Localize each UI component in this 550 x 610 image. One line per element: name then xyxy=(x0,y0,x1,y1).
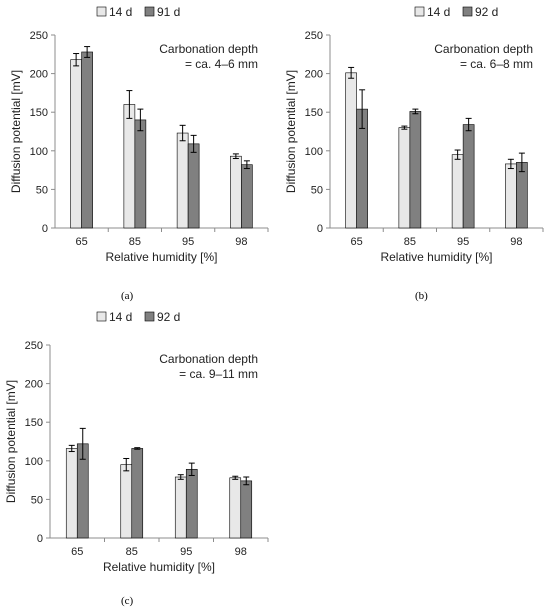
legend-label-2: 92 d xyxy=(475,5,498,19)
legend-swatch-1 xyxy=(96,311,107,322)
bar-95-1 xyxy=(174,476,187,539)
annotation-line-1: Carbonation depth xyxy=(434,42,533,56)
x-tick-label: 65 xyxy=(351,236,363,248)
y-tick-label: 0 xyxy=(317,223,323,235)
bar-98-1 xyxy=(230,155,242,229)
panel-label-c: (c) xyxy=(121,595,134,607)
x-tick-label: 95 xyxy=(457,236,469,248)
bar-85-1 xyxy=(398,127,411,229)
panel-label-b: (b) xyxy=(415,290,428,302)
y-tick-label: 200 xyxy=(30,69,48,81)
y-tick-label: 150 xyxy=(305,107,323,119)
bar-98-2 xyxy=(241,164,253,229)
y-tick-label: 50 xyxy=(36,184,48,196)
legend-swatch-1 xyxy=(96,6,107,17)
chart-c: 0 50 100 150 200 250 65 85 95 98 Relative humidity… xyxy=(4,310,269,574)
legend-label-2: 92 d xyxy=(157,310,180,324)
y-axis-title: Diffusion potential [mV] xyxy=(4,380,18,503)
y-axis-title: Diffusion potential [mV] xyxy=(284,70,298,193)
chart-panel-c: 0 50 100 150 200 250 65 85 95 98 Relative humidity… xyxy=(0,305,275,610)
x-tick-label: 85 xyxy=(126,546,138,558)
y-tick-label: 250 xyxy=(305,30,323,42)
y-tick-label: 50 xyxy=(31,494,43,506)
bar-98-2 xyxy=(240,480,253,539)
y-tick-label: 250 xyxy=(30,30,48,42)
x-tick-label: 98 xyxy=(510,236,522,248)
x-tick-label: 95 xyxy=(180,546,192,558)
bar-85-2 xyxy=(131,448,144,539)
bar-95-2 xyxy=(185,468,198,539)
y-axis-title: Diffusion potential [mV] xyxy=(9,70,23,193)
y-tick-label: 200 xyxy=(305,69,323,81)
x-axis-title: Relative humidity [%] xyxy=(105,250,217,264)
annotation-line-1: Carbonation depth xyxy=(159,352,258,366)
panel-label-a: (a) xyxy=(121,290,134,302)
y-tick-label: 100 xyxy=(25,456,43,468)
x-tick-label: 85 xyxy=(404,236,416,248)
bar-85-1 xyxy=(123,104,136,229)
legend-swatch-2 xyxy=(462,6,473,17)
bar-85-2 xyxy=(409,111,422,229)
bar-85-2 xyxy=(134,119,147,229)
y-tick-label: 150 xyxy=(30,107,48,119)
bar-65-2 xyxy=(81,51,93,229)
x-tick-label: 85 xyxy=(129,236,141,248)
bar-65-1 xyxy=(345,72,357,229)
annotation-line-1: Carbonation depth xyxy=(159,42,258,56)
x-tick-label: 65 xyxy=(76,236,88,248)
legend-label-2: 91 d xyxy=(157,5,180,19)
annotation-line-2: = ca. 6–8 mm xyxy=(460,57,533,71)
legend-swatch-1 xyxy=(414,6,425,17)
chart-a: 0 50 100 150 200 250 65 85 95 98 Relative humidity… xyxy=(9,5,269,264)
bar-95-2 xyxy=(187,143,200,229)
bar-98-1 xyxy=(229,477,242,539)
bar-95-2 xyxy=(462,124,475,229)
y-tick-label: 100 xyxy=(305,146,323,158)
chart-b: 0 50 100 150 200 250 65 85 95 98 Relative humidity… xyxy=(284,5,544,264)
x-axis-title: Relative humidity [%] xyxy=(380,250,492,264)
x-tick-label: 95 xyxy=(182,236,194,248)
x-tick-label: 98 xyxy=(235,546,247,558)
bar-98-1 xyxy=(505,163,517,229)
annotation-line-2: = ca. 4–6 mm xyxy=(185,57,258,71)
legend-label-1: 14 d xyxy=(109,310,132,324)
legend-swatch-2 xyxy=(144,6,155,17)
chart-panel-a: 0 50 100 150 200 250 65 85 95 98 Relative humidity… xyxy=(0,0,275,305)
y-tick-label: 0 xyxy=(42,223,48,235)
bar-85-1 xyxy=(120,464,133,539)
y-tick-label: 100 xyxy=(30,146,48,158)
y-tick-label: 250 xyxy=(25,340,43,352)
legend-label-1: 14 d xyxy=(109,5,132,19)
legend-label-1: 14 d xyxy=(427,5,450,19)
y-tick-label: 0 xyxy=(37,533,43,545)
x-tick-label: 98 xyxy=(235,236,247,248)
bar-65-1 xyxy=(65,448,78,539)
annotation-line-2: = ca. 9–11 mm xyxy=(179,367,258,381)
bar-98-2 xyxy=(516,162,528,229)
y-tick-label: 50 xyxy=(311,184,323,196)
bar-95-1 xyxy=(451,154,464,229)
x-axis-title: Relative humidity [%] xyxy=(103,560,215,574)
bar-65-1 xyxy=(70,59,82,229)
legend-swatch-2 xyxy=(144,311,155,322)
y-tick-label: 200 xyxy=(25,379,43,391)
chart-panel-b: 0 50 100 150 200 250 65 85 95 98 Relative humidity… xyxy=(275,0,550,305)
y-tick-label: 150 xyxy=(25,417,43,429)
x-tick-label: 65 xyxy=(71,546,83,558)
bar-95-1 xyxy=(176,132,189,229)
